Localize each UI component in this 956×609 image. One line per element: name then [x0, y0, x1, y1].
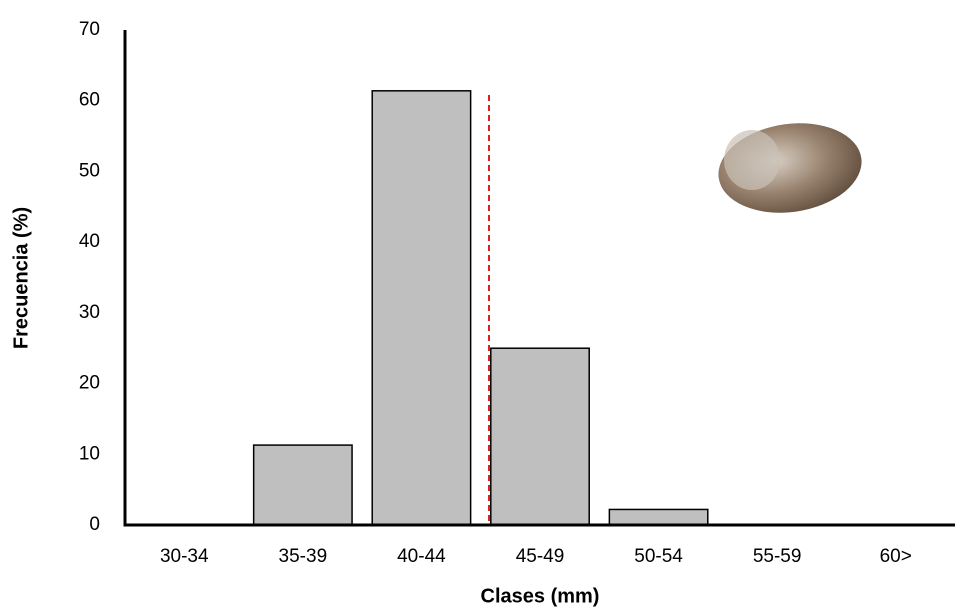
bar	[252, 444, 353, 526]
bar	[608, 508, 709, 526]
x-tick-label: 45-49	[516, 546, 565, 567]
y-tick-label: 30	[79, 302, 100, 323]
y-tick-label: 10	[79, 443, 100, 464]
x-tick-label: 60>	[880, 546, 912, 567]
y-tick-label: 20	[79, 373, 100, 394]
x-axis-title: Clases (mm)	[481, 585, 600, 607]
y-tick-label: 40	[79, 231, 100, 252]
y-axis-title: Frecuencia (%)	[10, 207, 32, 349]
bar	[490, 347, 590, 526]
x-tick-label: 55-59	[753, 546, 802, 567]
y-tick-label: 60	[79, 90, 100, 111]
x-tick-label: 40-44	[397, 546, 446, 567]
y-tick-label: 50	[79, 160, 100, 181]
x-tick-label: 50-54	[634, 546, 683, 567]
bar	[371, 90, 472, 526]
x-tick-label: 35-39	[279, 546, 328, 567]
x-tick-label: 30-34	[160, 546, 209, 567]
y-tick-label: 0	[89, 514, 100, 535]
y-tick-label: 70	[79, 19, 100, 40]
shell-image	[718, 123, 862, 213]
